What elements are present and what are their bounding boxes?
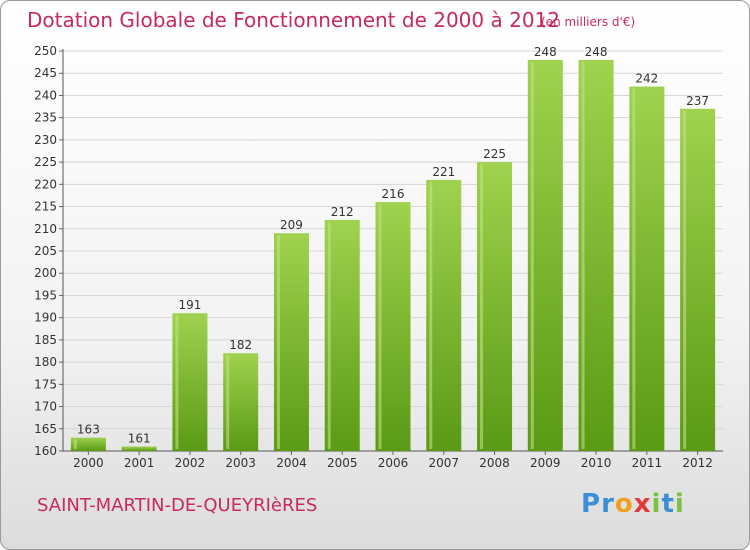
bar-highlight [530, 61, 534, 450]
data-label: 225 [483, 147, 506, 161]
y-tick-label: 235 [34, 111, 57, 125]
data-label: 163 [77, 423, 100, 437]
data-label: 182 [229, 338, 252, 352]
data-label: 221 [432, 165, 455, 179]
data-label: 242 [635, 72, 658, 86]
y-tick-label: 230 [34, 133, 57, 147]
y-tick-label: 245 [34, 66, 57, 80]
data-label: 237 [686, 94, 709, 108]
x-tick-label: 2002 [175, 456, 206, 470]
logo-letter: o [614, 489, 634, 519]
y-tick-label: 250 [34, 44, 57, 58]
bar-highlight [632, 88, 636, 450]
y-tick-label: 210 [34, 222, 57, 236]
bar-highlight [429, 181, 433, 449]
x-tick-label: 2007 [428, 456, 459, 470]
data-label: 248 [585, 45, 608, 59]
data-label: 248 [534, 45, 557, 59]
bar [70, 437, 106, 451]
bar-highlight [73, 439, 77, 449]
y-tick-label: 200 [34, 266, 57, 280]
data-label: 209 [280, 218, 303, 232]
y-tick-label: 160 [34, 444, 57, 458]
logo-letter: t [661, 489, 675, 519]
logo-letter: i [674, 489, 685, 519]
x-tick-label: 2009 [530, 456, 561, 470]
data-label: 212 [331, 205, 354, 219]
bar-highlight [480, 164, 484, 449]
bar-highlight [226, 355, 230, 449]
chart-title: Dotation Globale de Fonctionnement de 20… [27, 8, 560, 32]
data-label: 216 [382, 187, 405, 201]
y-tick-label: 240 [34, 88, 57, 102]
y-tick-label: 180 [34, 355, 57, 369]
y-tick-label: 220 [34, 177, 57, 191]
y-tick-label: 175 [34, 377, 57, 391]
logo-letter: r [601, 489, 615, 519]
y-tick-label: 190 [34, 311, 57, 325]
bar-highlight [581, 61, 585, 450]
x-tick-label: 2005 [327, 456, 358, 470]
y-tick-label: 185 [34, 333, 57, 347]
x-tick-label: 2000 [73, 456, 104, 470]
bar-highlight [683, 110, 687, 450]
commune-name: SAINT-MARTIN-DE-QUEYRIèRES [37, 495, 318, 516]
bar-highlight [378, 204, 382, 449]
bar [121, 446, 157, 451]
logo-letter: i [651, 489, 662, 519]
y-tick-label: 195 [34, 288, 57, 302]
y-tick-label: 165 [34, 422, 57, 436]
chart-subtitle: (en milliers d'€) [541, 15, 636, 29]
x-tick-label: 2001 [124, 456, 155, 470]
x-tick-label: 2011 [632, 456, 663, 470]
x-tick-label: 2010 [581, 456, 612, 470]
x-tick-label: 2008 [479, 456, 510, 470]
data-label: 161 [128, 432, 151, 446]
bar-highlight [276, 235, 280, 449]
y-tick-label: 225 [34, 155, 57, 169]
logo-letter: P [581, 489, 602, 519]
x-tick-label: 2004 [276, 456, 307, 470]
x-tick-label: 2003 [225, 456, 256, 470]
x-tick-label: 2012 [682, 456, 713, 470]
data-label: 191 [178, 298, 201, 312]
y-tick-label: 215 [34, 200, 57, 214]
x-tick-label: 2006 [378, 456, 409, 470]
bar-highlight [175, 315, 179, 449]
logo-letter: x [633, 489, 652, 519]
bar-highlight [327, 221, 331, 449]
y-tick-label: 205 [34, 244, 57, 258]
y-tick-label: 170 [34, 400, 57, 414]
proxiti-logo: Proxiti [581, 489, 685, 519]
